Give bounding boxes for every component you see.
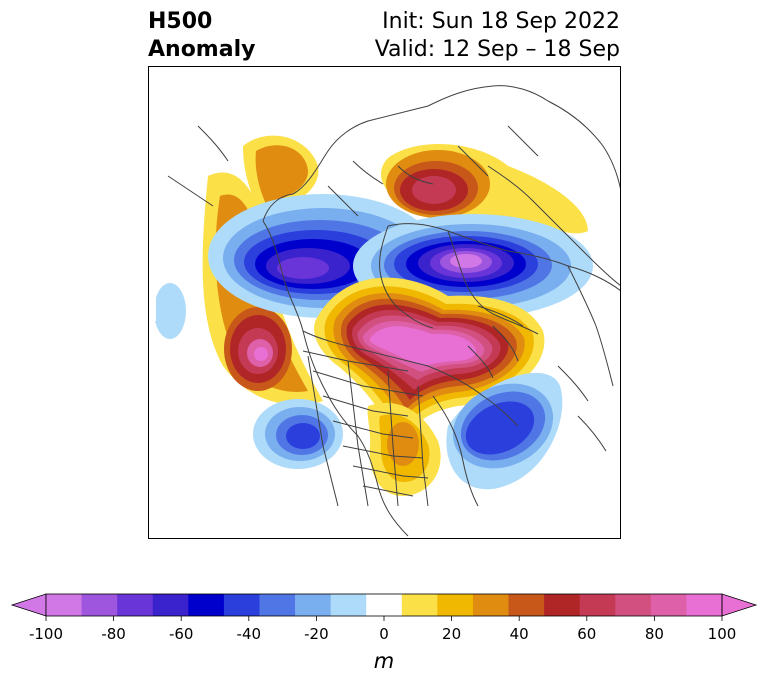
colorbar-tick-label: -60: [169, 625, 194, 643]
western-us-trough: [253, 399, 343, 469]
title-left: H500 Anomaly: [148, 8, 255, 64]
colorbar-segment: [366, 594, 403, 616]
colorbar-tick-label: -40: [237, 625, 262, 643]
colorbar-extend-min: [10, 593, 47, 617]
colorbar-segment: [544, 594, 581, 616]
colorbar-tick-label: 0: [379, 625, 389, 643]
colorbar-segments: [10, 593, 758, 617]
coastlines: [167, 85, 621, 537]
anomaly-map: [148, 66, 621, 539]
colorbar-tick-label: 40: [510, 625, 529, 643]
colorbar-tick-label: 100: [708, 625, 737, 643]
colorbar-tick-label: -80: [101, 625, 126, 643]
colorbar-segment: [46, 594, 82, 616]
pacific-negative-blob: [154, 283, 186, 339]
title-field: Anomaly: [148, 37, 256, 62]
arctic-ridge: [314, 277, 545, 451]
colorbar-tick-label: -20: [304, 625, 329, 643]
colorbar-segment: [472, 594, 509, 616]
atlantic-trough: [446, 372, 563, 490]
colorbar-segment: [437, 594, 474, 616]
colorbar-unit: m: [374, 649, 394, 673]
map-frame: [148, 66, 621, 539]
colorbar-segment: [579, 594, 616, 616]
colorbar-segment: [188, 594, 225, 616]
colorbar-extend-max: [721, 593, 758, 617]
title-variable: H500: [148, 9, 213, 34]
colorbar-segment: [330, 594, 367, 616]
colorbar-segment: [508, 594, 545, 616]
valid-range: Valid: 12 Sep – 18 Sep: [374, 37, 620, 62]
colorbar-tick-labels: -100 -80 -60 -40 -20 0 20 40 60 80 100: [29, 625, 736, 643]
colorbar-segment: [259, 594, 296, 616]
colorbar-segment: [650, 594, 687, 616]
colorbar-ticks: [45, 616, 723, 621]
colorbar-segment: [117, 594, 154, 616]
colorbar-segment: [152, 594, 189, 616]
colorbar: -100 -80 -60 -40 -20 0 20 40 60 80 100 m: [10, 593, 758, 673]
colorbar-segment: [615, 594, 652, 616]
colorbar-tick-label: 20: [442, 625, 461, 643]
siberian-ridge: [381, 144, 588, 234]
colorbar-tick-label: 80: [645, 625, 664, 643]
colorbar-segment: [401, 594, 438, 616]
colorbar-segment: [686, 594, 723, 616]
title-right: Init: Sun 18 Sep 2022 Valid: 12 Sep – 18…: [375, 8, 620, 64]
colorbar-segment: [223, 594, 260, 616]
colorbar-tick-label: -100: [29, 625, 63, 643]
colorbar-tick-label: 60: [577, 625, 596, 643]
init-date: Init: Sun 18 Sep 2022: [382, 9, 620, 34]
colorbar-segment: [81, 594, 118, 616]
colorbar-segment: [295, 594, 332, 616]
